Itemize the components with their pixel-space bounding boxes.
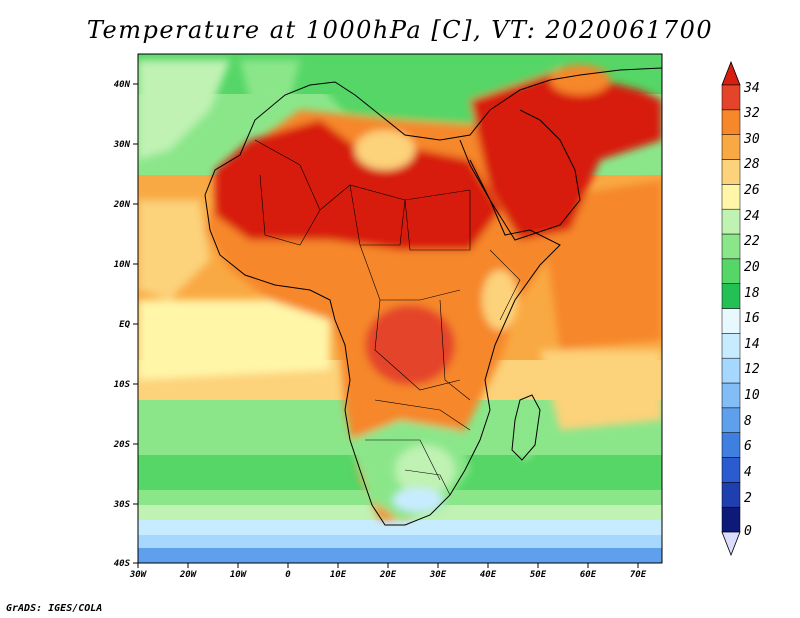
latitude-labels: 40N 30N 20N 10N EQ 10S 20S 30S 40S	[113, 80, 131, 569]
colorbar-cell	[721, 457, 741, 483]
lon-label: 50E	[530, 570, 547, 580]
temperature-field	[138, 54, 662, 563]
colorbar-cells	[721, 84, 741, 533]
lat-label: EQ	[119, 320, 130, 330]
lon-label: 60E	[580, 570, 597, 580]
tick-marks	[133, 83, 639, 568]
colorbar-cell	[721, 159, 741, 185]
colorbar-label: 20	[744, 260, 760, 275]
lat-label: 10S	[114, 380, 131, 390]
colorbar-label: 2	[744, 491, 752, 506]
lon-label: 10E	[330, 570, 347, 580]
colorbar-cell	[721, 308, 741, 334]
colorbar-cell	[721, 482, 741, 508]
colorbar-label: 26	[744, 183, 760, 198]
colorbar: 34 32 30 28 26 24 22 20 18 16 14 12 10 8…	[721, 60, 760, 557]
credit-text: GrADS: IGES/COLA	[6, 603, 103, 614]
colorbar-cell	[721, 407, 741, 433]
lat-label: 20N	[113, 200, 131, 210]
colorbar-label: 12	[744, 362, 760, 377]
colorbar-cell	[721, 184, 741, 210]
colorbar-label: 30	[743, 132, 760, 147]
map-frame	[137, 53, 663, 564]
lon-label: 70E	[630, 570, 647, 580]
lon-label: 10W	[230, 570, 248, 580]
colorbar-label: 10	[744, 388, 760, 403]
colorbar-label: 8	[744, 414, 752, 429]
colorbar-max-arrow	[721, 60, 741, 86]
colorbar-min-arrow	[721, 531, 741, 557]
coastline	[204, 67, 662, 526]
colorbar-cell	[721, 258, 741, 284]
lat-label: 30S	[113, 500, 131, 510]
map-title: Temperature at 1000hPa [C], VT: 20200617…	[86, 16, 714, 44]
lat-label: 40N	[114, 80, 131, 90]
colorbar-cell	[721, 84, 741, 111]
colorbar-label: 24	[744, 209, 760, 224]
colorbar-label: 18	[744, 286, 760, 301]
colorbar-label: 16	[744, 311, 760, 326]
colorbar-cell	[721, 208, 741, 235]
colorbar-cell	[721, 506, 741, 533]
colorbar-cell	[721, 283, 741, 309]
colorbar-cell	[721, 233, 741, 260]
colorbar-labels: 34 32 30 28 26 24 22 20 18 16 14 12 10 8…	[743, 81, 760, 539]
colorbar-label: 14	[744, 337, 760, 352]
longitude-labels: 30W 20W 10W 0 10E 20E 30E 40E 50E 60E 70…	[129, 570, 647, 580]
colorbar-cell	[721, 333, 741, 359]
lon-label: 30E	[429, 570, 447, 580]
lat-label: 30N	[113, 140, 131, 150]
colorbar-label: 34	[743, 81, 760, 96]
colorbar-cell	[721, 382, 741, 409]
colorbar-cell	[721, 432, 741, 458]
lat-label: 10N	[114, 260, 131, 270]
colorbar-label: 4	[744, 465, 752, 480]
lon-label: 40E	[480, 570, 497, 580]
lon-label: 20E	[379, 570, 397, 580]
lon-label: 30W	[129, 570, 148, 580]
colorbar-cell	[721, 134, 741, 160]
country-borders	[254, 139, 521, 496]
colorbar-label: 32	[743, 106, 760, 121]
lat-label: 20S	[113, 440, 131, 450]
colorbar-label: 28	[744, 157, 760, 172]
lon-label: 20W	[179, 570, 198, 580]
lat-label: 40S	[114, 559, 131, 569]
colorbar-cell	[721, 357, 741, 384]
colorbar-label: 22	[744, 234, 760, 249]
colorbar-label: 0	[744, 524, 752, 539]
lon-label: 0	[285, 570, 291, 580]
colorbar-label: 6	[744, 439, 752, 454]
colorbar-cell	[721, 109, 741, 135]
